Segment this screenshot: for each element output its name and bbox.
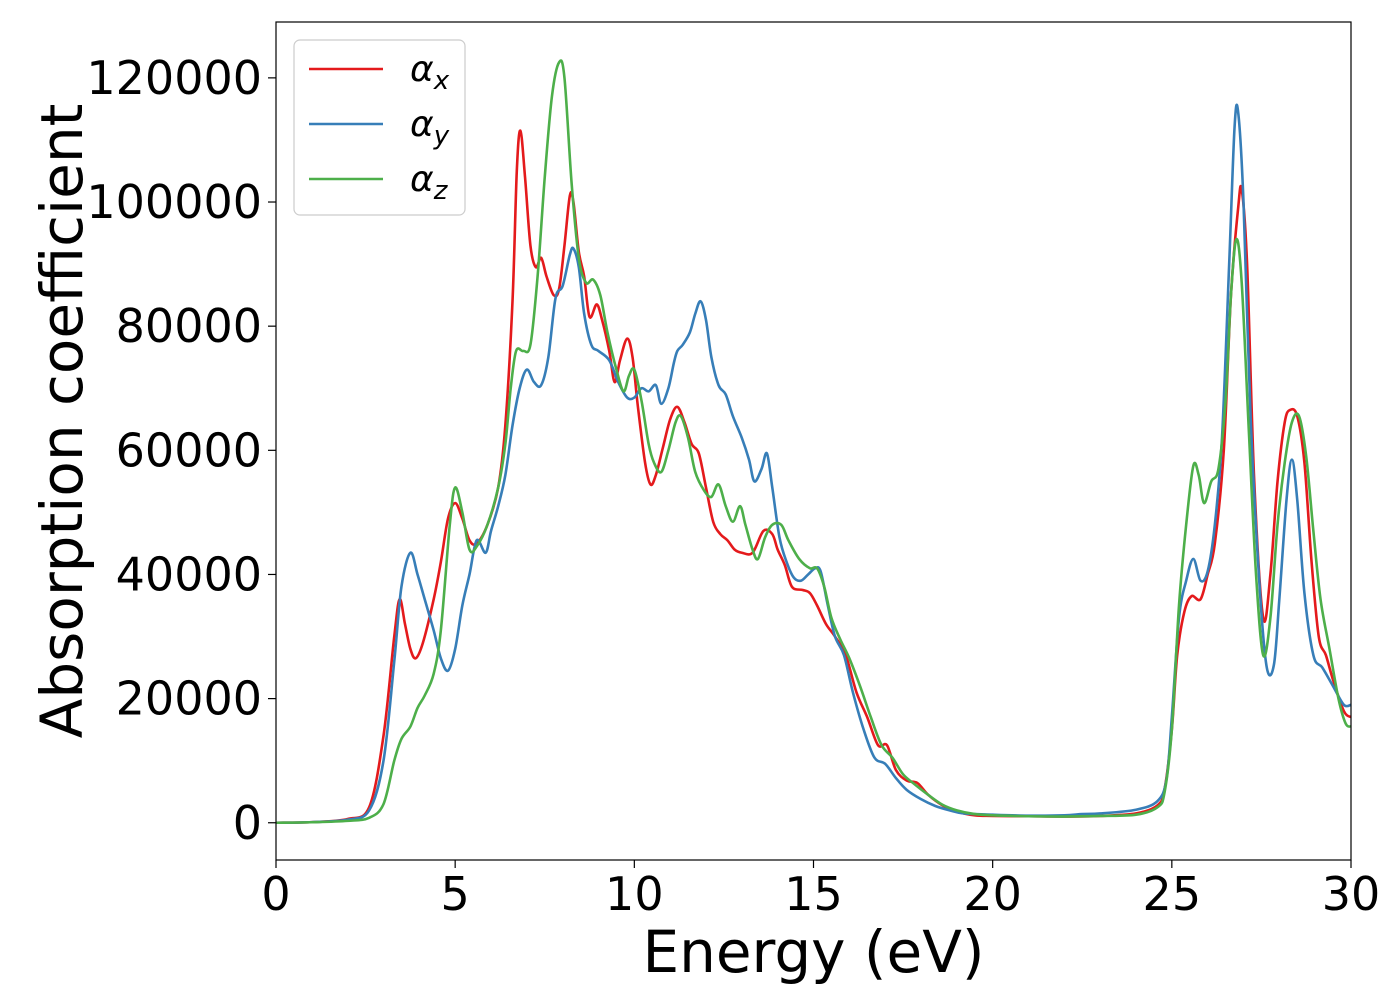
y-tick-label: 80000 xyxy=(116,299,262,353)
series-layer xyxy=(276,59,1351,825)
x-axis: 0 5 10 15 20 25 30 xyxy=(261,860,1380,921)
legend-label-x: αx xyxy=(410,49,450,96)
legend-box xyxy=(293,39,466,216)
legend-label-y: αy xyxy=(410,104,450,151)
x-axis-label: Energy (eV) xyxy=(642,918,984,986)
x-tick-label: 10 xyxy=(605,867,664,921)
y-tick-label: 0 xyxy=(233,796,262,850)
y-axis: 0 20000 40000 60000 80000 100000 120000 xyxy=(86,51,276,850)
y-tick-label: 20000 xyxy=(116,672,262,726)
legend: αx αy αz xyxy=(293,39,466,216)
series-line-z xyxy=(276,59,1351,825)
y-tick-label: 40000 xyxy=(116,547,262,601)
y-tick-label: 60000 xyxy=(116,423,262,477)
x-tick-label: 5 xyxy=(441,867,470,921)
x-tick-label: 15 xyxy=(784,867,843,921)
x-tick-label: 30 xyxy=(1322,867,1381,921)
x-tick-label: 20 xyxy=(963,867,1022,921)
x-tick-label: 0 xyxy=(261,867,290,921)
y-tick-label: 100000 xyxy=(86,175,262,229)
y-tick-label: 120000 xyxy=(86,51,262,105)
series-line-y xyxy=(276,103,1351,825)
x-tick-label: 25 xyxy=(1143,867,1202,921)
y-axis-label: Absorption coefficient xyxy=(28,104,96,739)
legend-label-z: αz xyxy=(410,159,449,206)
